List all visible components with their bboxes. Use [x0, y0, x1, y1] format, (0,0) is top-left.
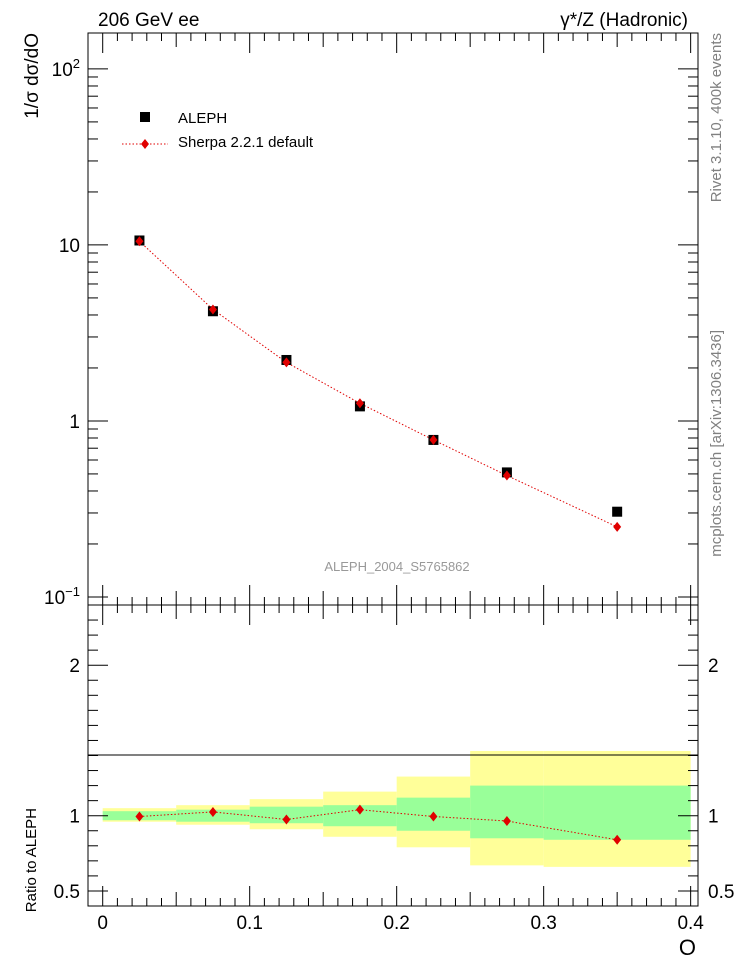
sherpa-point — [282, 357, 291, 368]
header-left: 206 GeV ee — [98, 10, 199, 31]
x-tick-label: 0.2 — [383, 913, 409, 934]
sherpa-point — [208, 304, 217, 315]
sherpa-ratio-point — [282, 814, 291, 825]
sherpa-point — [502, 470, 511, 481]
ratio-y-tick-label: 1 — [69, 807, 80, 828]
legend-label-sherpa: Sherpa 2.2.1 default — [178, 134, 314, 151]
sherpa-ratio-point — [355, 804, 364, 815]
y-tick-label: 1 — [69, 412, 80, 433]
sherpa-ratio-point — [135, 811, 144, 822]
sherpa-line — [139, 240, 618, 528]
ratio-y-tick-label-right: 1 — [708, 807, 719, 828]
sherpa-point — [135, 236, 144, 247]
legend-label-aleph: ALEPH — [178, 110, 227, 127]
watermark: ALEPH_2004_S5765862 — [324, 559, 469, 574]
y-tick-label: 10−1 — [44, 584, 80, 609]
aleph-point — [612, 506, 623, 517]
sherpa-point — [613, 521, 622, 532]
x-tick-label: 0 — [97, 913, 108, 934]
legend-marker-aleph — [140, 112, 150, 122]
ratio-y-tick-label-right: 2 — [708, 656, 719, 677]
sherpa-ratio-point — [208, 806, 217, 817]
uncertainty-band-inner — [470, 785, 544, 839]
ratio-panel: 0.5 0.5 1 1 2 2 0 0.1 0.2 0.3 0.4 O — [54, 604, 734, 960]
ratio-y-tick-label-right: 0.5 — [708, 882, 734, 903]
uncertainty-band-inner — [543, 785, 691, 840]
legend-marker-sherpa — [141, 139, 149, 149]
sherpa-point — [355, 398, 364, 409]
ratio-ylabel: Ratio to ALEPH — [23, 808, 40, 912]
legend: ALEPH Sherpa 2.2.1 default — [122, 110, 314, 151]
ratio-y-tick-label: 2 — [69, 656, 80, 677]
ratio-y-tick-label: 0.5 — [54, 882, 80, 903]
sherpa-ratio-point — [613, 834, 622, 845]
uncertainty-band-inner — [323, 805, 397, 827]
sherpa-ratio-point — [502, 815, 511, 826]
header-right: γ*/Z (Hadronic) — [560, 10, 688, 31]
mcplots-label: mcplots.cern.ch [arXiv:1306.3436] — [708, 330, 725, 557]
x-tick-label: 0.1 — [236, 913, 262, 934]
x-tick-label: 0.3 — [530, 913, 556, 934]
main-panel: 10−1 1 10 102 ALEPH_2004_S5765862 ALEPH She… — [44, 32, 699, 609]
sherpa-point — [429, 434, 438, 445]
y-tick-label: 10 — [59, 236, 80, 257]
x-axis-label: O — [679, 935, 696, 960]
sherpa-ratio-point — [429, 811, 438, 822]
rivet-label: Rivet 3.1.10, 400k events — [708, 33, 725, 202]
main-ylabel: 1/σ dσ/dO — [22, 33, 43, 119]
x-tick-label: 0.4 — [677, 913, 704, 934]
y-tick-label: 102 — [52, 56, 80, 81]
